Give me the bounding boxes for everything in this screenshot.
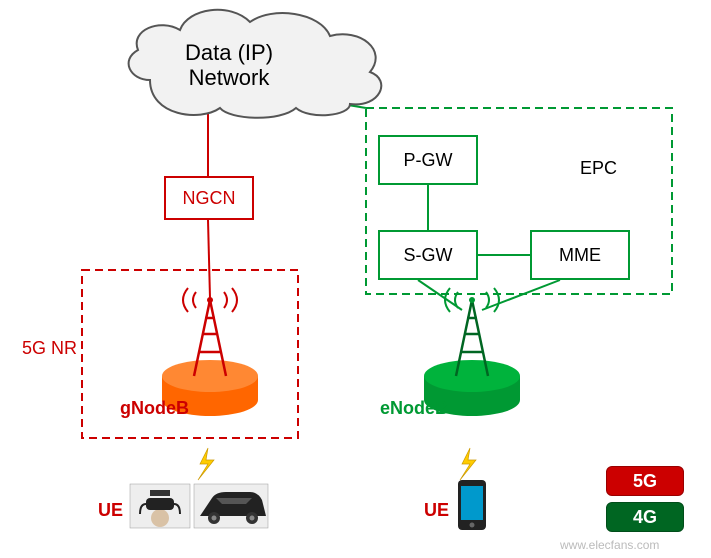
sgw-box: S-GW [378, 230, 478, 280]
vr-headset-icon [130, 484, 190, 528]
legend-4g: 4G [606, 502, 684, 532]
ngcn-box: NGCN [164, 176, 254, 220]
ue-right-label: UE [424, 500, 449, 521]
watermark: www.elecfans.com [560, 538, 659, 552]
fiveg-nr-label: 5G NR [22, 338, 77, 359]
pgw-box: P-GW [378, 135, 478, 185]
pgw-label: P-GW [404, 150, 453, 171]
gnodeb-label: gNodeB [120, 398, 189, 419]
edge-ngcn-gnodeb [208, 220, 210, 298]
sgw-label: S-GW [404, 245, 453, 266]
cloud-label: Data (IP) Network [185, 40, 273, 91]
ngcn-label: NGCN [183, 188, 236, 209]
lightning-icon-left [198, 448, 214, 480]
enodeb-tower-icon [424, 288, 520, 416]
smartphone-icon [458, 480, 486, 530]
cloud-label-line2: Network [189, 65, 270, 90]
mme-label: MME [559, 245, 601, 266]
epc-label: EPC [580, 158, 617, 179]
gnodeb-tower-icon [162, 288, 258, 416]
car-icon [194, 484, 268, 528]
ue-left-label: UE [98, 500, 123, 521]
enodeb-label: eNodeB [380, 398, 448, 419]
lightning-icon-right [460, 448, 476, 480]
mme-box: MME [530, 230, 630, 280]
legend-5g: 5G [606, 466, 684, 496]
cloud-label-line1: Data (IP) [185, 40, 273, 65]
